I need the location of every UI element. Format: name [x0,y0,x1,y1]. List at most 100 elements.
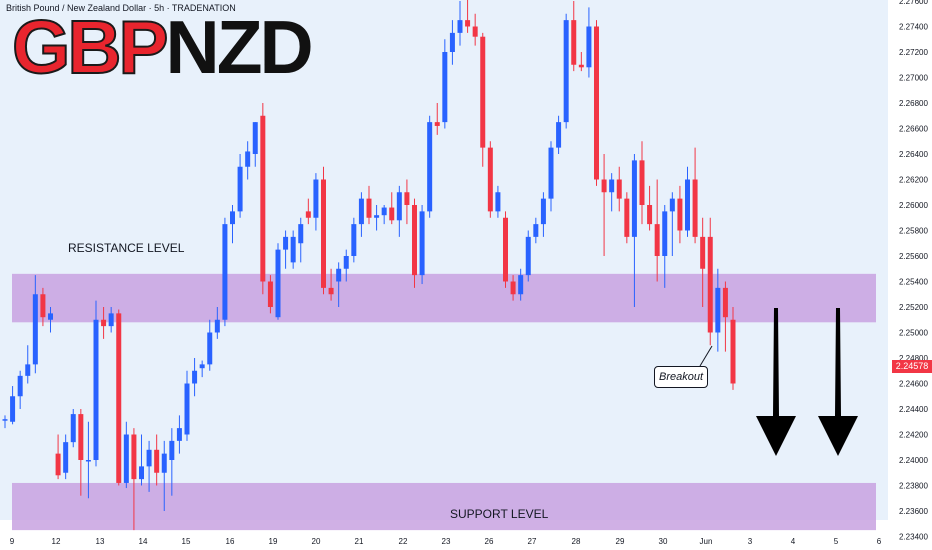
candle-body [199,364,205,369]
price-tick-label: 2.24200 [899,431,928,440]
candle-body [540,198,546,225]
candle [40,287,46,327]
candle-body [419,211,425,276]
candle [404,179,410,225]
time-tick-label: 13 [96,537,105,546]
candle [336,262,342,307]
candle-body [624,198,630,237]
candle-body [480,36,486,148]
candle [442,39,448,129]
candle-body [336,268,342,282]
candle [601,154,607,256]
candle [465,0,471,33]
candle [533,217,539,244]
candle [449,20,455,65]
time-tick-label: 6 [877,537,882,546]
price-tick-label: 2.25600 [899,252,928,261]
candle-body [525,236,531,276]
candle [298,217,304,263]
time-tick-label: 21 [355,537,364,546]
candle [525,230,531,282]
price-tick-label: 2.27400 [899,23,928,32]
candle-body [662,211,668,256]
price-tick-label: 2.24600 [899,380,928,389]
candle [116,309,122,486]
candle-body [10,396,16,422]
candle-body [222,224,228,320]
candle-body [389,207,395,221]
candle-body [495,192,501,212]
candle [123,421,129,489]
price-tick-label: 2.23400 [899,533,928,542]
candle [192,358,198,397]
candle-body [457,20,463,33]
candle-body [594,26,599,180]
price-tick-label: 2.27600 [899,0,928,6]
candles-layer [2,0,736,531]
candle [662,205,668,288]
time-tick-label: 27 [528,537,537,546]
candle [25,345,31,384]
price-tick-label: 2.23600 [899,507,928,516]
candle [245,141,251,180]
candle [730,307,736,390]
candle-body [192,370,198,384]
candle-body [176,428,182,441]
candle [722,281,728,352]
price-tick-label: 2.26400 [899,150,928,159]
price-tick-label: 2.24800 [899,354,928,363]
time-tick-label: 12 [52,537,61,546]
candle-body [510,281,516,295]
candle-body [55,453,61,476]
time-tick-label: 3 [748,537,753,546]
candle [669,192,675,256]
candle [480,32,486,167]
candle [548,141,554,212]
candle-body [351,224,357,256]
candle [594,20,599,186]
candle-body [230,211,235,225]
price-tick-label: 2.27200 [899,48,928,57]
candle-body [503,217,508,282]
candle-body [245,151,251,167]
candle-body [685,179,690,231]
price-axis-bg [888,0,932,550]
candle-body [169,440,175,460]
candle [2,415,8,429]
candle-body [85,460,91,462]
time-tick-label: 14 [139,537,148,546]
candle-body [404,192,410,205]
candle [275,243,281,320]
candle-body [48,313,53,320]
candle [260,103,266,295]
candle-body [116,313,122,483]
support-zone [12,482,876,531]
candle-body [283,236,289,250]
candle-body [70,414,76,443]
breakout-callout: Breakout [654,366,708,388]
candle [237,154,243,218]
resistance-zone [12,273,876,323]
candle-body [578,64,584,68]
candle-body [78,414,84,460]
candle-body [586,26,592,68]
candle-body [93,319,99,460]
candle [487,141,493,218]
candle [131,428,137,531]
candle-body [472,26,478,37]
candle [677,185,683,244]
candle [563,13,569,129]
candle-body [267,281,273,307]
time-tick-label: 5 [834,537,839,546]
price-tick-label: 2.25800 [899,227,928,236]
candle [93,300,99,467]
projection-arrows [756,308,858,456]
candle-body [412,205,417,276]
candle-body [722,287,728,318]
price-tick-label: 2.24400 [899,405,928,414]
candle-body [427,122,433,212]
candle [199,360,205,378]
price-tick-label: 2.23800 [899,482,928,491]
candle-body [609,179,615,193]
